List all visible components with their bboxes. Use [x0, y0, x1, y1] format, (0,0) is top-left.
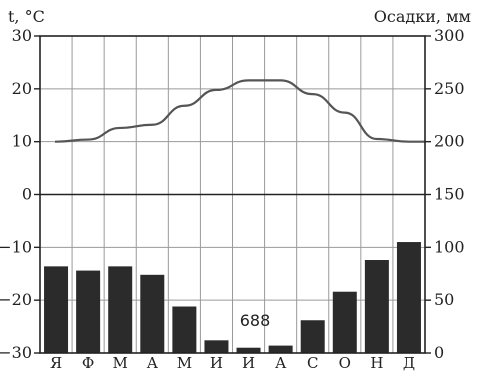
- precipitation-bar: [332, 291, 357, 353]
- month-label: М: [177, 354, 192, 372]
- precipitation-bar: [140, 274, 165, 353]
- right-tick-label: 50: [434, 290, 454, 309]
- temperature-line: [55, 79, 425, 143]
- right-axis-title: Осадки, мм: [374, 7, 471, 26]
- month-label: С: [307, 354, 318, 372]
- annual-precipitation-label: 688: [240, 311, 271, 330]
- left-tick-label: 20: [12, 79, 32, 98]
- right-tick-label: 250: [434, 79, 465, 98]
- right-tick-label: 200: [434, 132, 465, 151]
- left-tick-label: 30: [12, 26, 32, 45]
- left-axis-title: t, °C: [8, 7, 45, 26]
- month-label: А: [147, 354, 159, 372]
- month-label: И: [242, 354, 255, 372]
- left-tick-label: 0: [22, 185, 32, 204]
- left-tick-label: 10: [12, 132, 32, 151]
- precipitation-bar: [268, 345, 293, 353]
- precipitation-bar: [364, 260, 389, 353]
- precipitation-bar: [44, 266, 69, 353]
- precipitation-bar: [300, 320, 325, 353]
- month-label: Д: [403, 354, 415, 372]
- month-label: И: [210, 354, 223, 372]
- month-label: Ф: [82, 354, 94, 372]
- month-label: М: [113, 354, 128, 372]
- month-label: Я: [50, 354, 62, 372]
- precipitation-bars: [44, 242, 421, 353]
- left-tick-label: −30: [0, 343, 32, 362]
- right-tick-label: 0: [434, 343, 444, 362]
- precipitation-bar: [76, 270, 101, 353]
- left-tick-label: −10: [0, 237, 32, 256]
- precipitation-bar: [396, 242, 421, 353]
- month-label: Н: [370, 354, 383, 372]
- month-label: О: [339, 354, 351, 372]
- precipitation-bar: [236, 347, 261, 353]
- right-tick-label: 100: [434, 237, 465, 256]
- precipitation-bar: [204, 340, 229, 353]
- right-tick-label: 150: [434, 185, 465, 204]
- month-label: А: [275, 354, 287, 372]
- left-tick-label: −20: [0, 290, 32, 309]
- precipitation-bar: [108, 266, 133, 353]
- right-tick-label: 300: [434, 26, 465, 45]
- temperature-curve: [55, 79, 425, 143]
- precipitation-bar: [172, 306, 197, 353]
- chart-labels: t, °C Осадки, мм 688: [8, 7, 471, 330]
